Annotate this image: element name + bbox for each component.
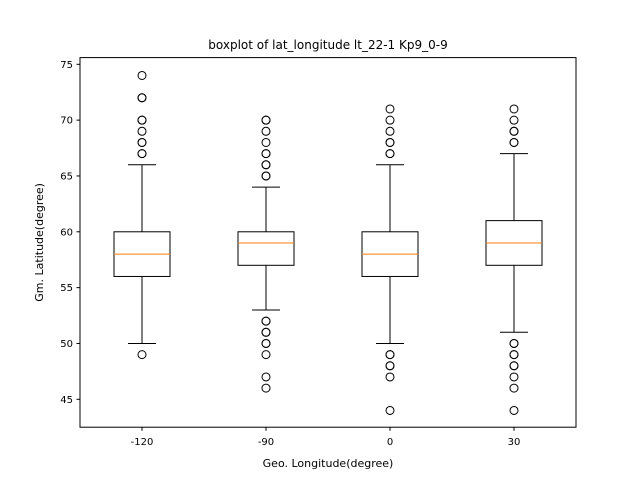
outlier-point	[261, 338, 271, 348]
outlier-point	[261, 115, 271, 125]
outlier-point	[385, 137, 395, 147]
y-tick-label: 45	[60, 395, 73, 406]
outlier-point	[385, 104, 395, 114]
outlier-point	[137, 126, 147, 136]
outlier-point	[509, 361, 519, 371]
y-tick-label: 70	[60, 116, 73, 127]
x-tick-label: 30	[508, 437, 521, 448]
outlier-point	[509, 137, 519, 147]
x-axis-label: Geo. Longitude(degree)	[263, 457, 394, 470]
outlier-point	[509, 338, 519, 348]
chart-title: boxplot of lat_longitude lt_22-1 Kp9_0-9	[208, 38, 447, 52]
y-tick-label: 65	[60, 171, 73, 182]
outlier-point	[137, 115, 147, 125]
y-axis-label: Gm. Latitude(degree)	[33, 183, 46, 302]
x-axis: -120 -90 0 30	[131, 427, 521, 448]
outlier-point	[385, 405, 395, 415]
outlier-point	[261, 171, 271, 181]
outlier-point	[137, 93, 147, 103]
x-tick-label: -120	[131, 437, 154, 448]
outlier-point	[261, 372, 271, 382]
x-tick-label: 0	[387, 437, 393, 448]
box-group-0	[361, 104, 419, 415]
y-tick-label: 60	[60, 227, 73, 238]
outlier-point	[385, 115, 395, 125]
outlier-point	[137, 70, 147, 80]
outlier-point	[261, 327, 271, 337]
outlier-point	[509, 126, 519, 136]
outlier-point	[509, 383, 519, 393]
box-group-30	[485, 104, 543, 415]
outlier-point	[261, 316, 271, 326]
outlier-point	[509, 405, 519, 415]
y-tick-label: 75	[60, 60, 73, 71]
x-tick-label: -90	[258, 437, 274, 448]
outlier-point	[137, 149, 147, 159]
outlier-point	[261, 383, 271, 393]
y-axis: 45 50 55 60 65 70 75	[60, 60, 80, 406]
outlier-point	[137, 137, 147, 147]
box-group--90	[237, 115, 295, 393]
outlier-point	[261, 137, 271, 147]
outlier-point	[261, 149, 271, 159]
outlier-point	[509, 372, 519, 382]
axes-frame	[79, 57, 577, 428]
outlier-point	[509, 115, 519, 125]
y-tick-label: 55	[60, 283, 73, 294]
outlier-point	[385, 350, 395, 360]
box-group--120	[113, 70, 171, 360]
iqr-box	[237, 231, 295, 266]
outlier-point	[261, 126, 271, 136]
plot-area	[113, 70, 543, 415]
outlier-point	[385, 149, 395, 159]
outlier-point	[509, 104, 519, 114]
outlier-point	[385, 126, 395, 136]
outlier-point	[385, 372, 395, 382]
outlier-point	[385, 361, 395, 371]
y-tick-label: 50	[60, 339, 73, 350]
outlier-point	[261, 350, 271, 360]
outlier-point	[137, 350, 147, 360]
outlier-point	[509, 350, 519, 360]
outlier-point	[261, 160, 271, 170]
